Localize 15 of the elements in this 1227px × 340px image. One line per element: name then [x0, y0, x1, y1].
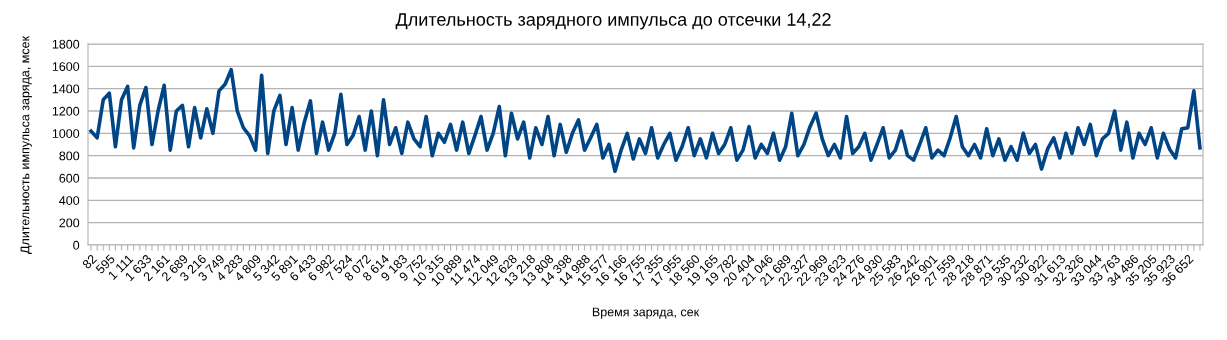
y-tick-label: 1800: [52, 39, 80, 49]
y-tick-label: 600: [59, 173, 80, 183]
x-axis-title: Время заряда, сек: [592, 307, 700, 319]
chart-title: Длительность зарядного импульса до отсечки 14,22: [395, 13, 831, 30]
line-series: [89, 67, 1202, 174]
y-tick-label: 0: [73, 240, 80, 250]
y-tick-label: 1200: [52, 106, 80, 116]
y-tick-label: 1600: [52, 62, 80, 71]
y-tick-label: 800: [59, 151, 80, 161]
y-tick-label: 1000: [52, 129, 80, 138]
y-axis-title: Длительность импульса заряда, мсек: [20, 35, 32, 254]
x-tick-label: 82: [81, 254, 98, 270]
y-tick-label: 200: [59, 218, 80, 228]
y-tick-label: 1400: [52, 84, 80, 94]
y-tick-label: 400: [59, 196, 80, 205]
